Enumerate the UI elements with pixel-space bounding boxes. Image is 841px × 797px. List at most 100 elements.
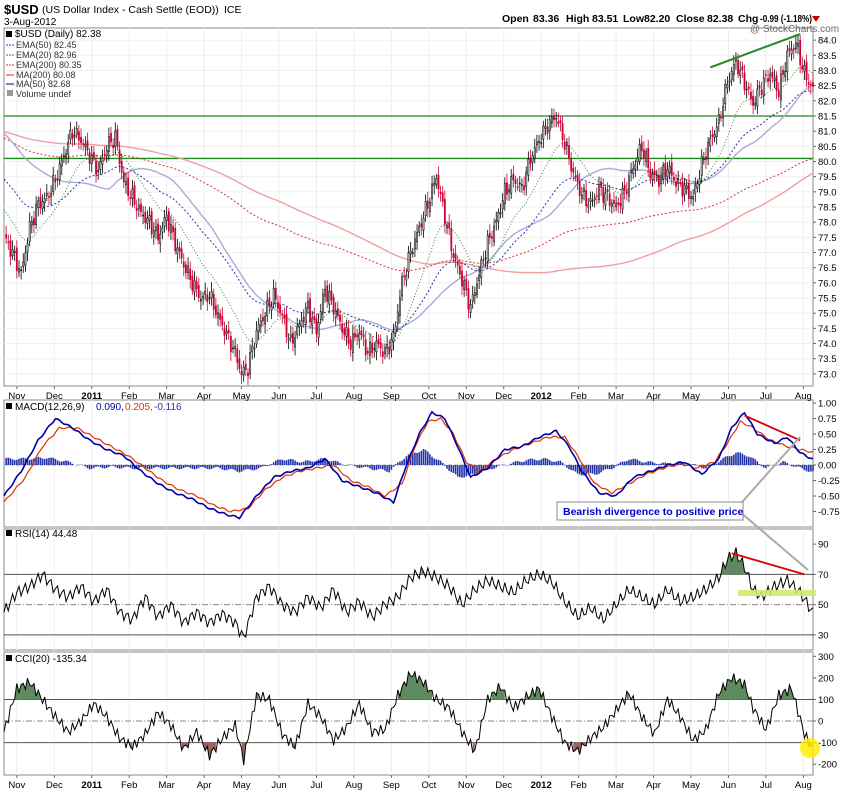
macd-histogram-bar [7, 457, 10, 466]
macd-histogram-bar [300, 462, 303, 466]
candle-body [769, 73, 772, 81]
x-tick-label: 2011 [81, 780, 102, 791]
candle-body [152, 230, 155, 237]
macd-histogram-bar [208, 465, 211, 470]
candle-body [375, 340, 378, 353]
price-tick-label: 81.0 [818, 127, 837, 138]
candle-body [433, 183, 436, 186]
rsi-panel: 90 70 50 30 [3, 528, 829, 651]
candle-body [687, 182, 690, 199]
macd-histogram-bar [294, 460, 296, 466]
macd-histogram-bar [223, 465, 226, 471]
candle-body [140, 203, 142, 212]
candle-body [416, 232, 418, 243]
macd-tick-label: -0.25 [818, 476, 840, 487]
candle-body [195, 281, 198, 290]
candle-body [645, 151, 647, 162]
candle-body [730, 71, 733, 81]
candle-body [681, 181, 684, 197]
macd-histogram-bar [589, 465, 592, 474]
chg-value: -0.99 (-1.18%) [760, 13, 812, 25]
candle-body [71, 133, 74, 139]
candle-body [39, 196, 42, 208]
x-tick-label: Feb [121, 780, 137, 791]
macd-histogram-bar [459, 465, 461, 478]
candle-body [700, 156, 703, 176]
candle-body [354, 332, 356, 338]
candle-body [497, 211, 500, 223]
rsi-frame [3, 528, 814, 651]
candle-body [578, 180, 581, 196]
candle-body [409, 250, 412, 255]
macd-histogram-bar [39, 457, 42, 466]
candle-body [249, 352, 252, 375]
candle-body [69, 129, 72, 140]
macd-histogram-bar [16, 459, 18, 466]
x-tick-label: Aug [795, 780, 812, 791]
candle-body [364, 339, 367, 356]
candle-body [60, 159, 63, 167]
candle-body [523, 185, 525, 191]
macd-histogram-bar [467, 465, 470, 475]
macd-histogram-bar [185, 465, 187, 468]
macd-histogram-bar [343, 465, 346, 466]
candle-body [632, 168, 635, 174]
macd-histogram-bar [86, 465, 89, 469]
macd-histogram-bar [379, 465, 382, 469]
candle-body [313, 316, 316, 321]
macd-histogram-bar [283, 460, 286, 466]
macd-histogram-bar [174, 465, 177, 468]
macd-histogram-bar [287, 459, 290, 466]
candle-body [285, 314, 288, 337]
candle-body [702, 157, 705, 161]
candle-body [165, 214, 168, 221]
macd-histogram-bar [146, 465, 149, 469]
macd-histogram-bar [197, 465, 200, 468]
macd-histogram-bar [227, 465, 230, 470]
macd-histogram-bar [527, 459, 530, 466]
candle-body [266, 299, 269, 317]
candle-body [542, 125, 545, 140]
x-tick-label: May [682, 780, 700, 791]
macd-histogram-bar [730, 455, 733, 466]
x-tick-label: Feb [121, 391, 137, 402]
macd-histogram-bar [50, 457, 52, 466]
price-tick-label: 73.5 [818, 354, 837, 365]
candle-body [465, 278, 468, 291]
candle-body [142, 214, 145, 217]
candle-body [476, 283, 478, 295]
candle-body [309, 298, 311, 323]
candle-body [324, 289, 326, 297]
macd-histogram-bar [435, 459, 438, 466]
candle-body [292, 332, 294, 344]
macd-histogram-bar [628, 459, 630, 466]
macd-histogram-bar [593, 465, 596, 475]
candle-body [112, 144, 115, 149]
macd-histogram-bar [557, 460, 560, 466]
macd-histogram-bar [767, 465, 769, 467]
candle-body [379, 341, 382, 349]
candle-body [347, 328, 350, 344]
candle-body [420, 223, 423, 228]
candle-body [48, 196, 50, 198]
candle-body [593, 197, 596, 201]
high-value: 83.51 [592, 13, 618, 25]
macd-histogram-bar [230, 465, 232, 469]
macd-histogram-bar [431, 456, 433, 466]
candle-body [598, 184, 600, 200]
macd-histogram-bar [369, 465, 371, 469]
candle-body [52, 174, 55, 192]
macd-histogram-bar [255, 465, 258, 470]
candle-body [244, 364, 247, 370]
candle-body [565, 142, 568, 147]
price-panel: 73.0 73.5 74.0 74.5 75.0 75.5 76.0 76.5 77.0 77.5… [3, 27, 837, 387]
macd-histogram-bar [95, 465, 97, 467]
macd-histogram-bar [388, 465, 391, 473]
macd-histogram-bar [747, 456, 750, 466]
candle-body [527, 158, 530, 176]
macd-histogram-bar [405, 456, 408, 466]
macd-histogram-bar [587, 465, 590, 474]
candle-body [18, 268, 20, 273]
candle-body [41, 201, 44, 210]
macd-histogram-bar [446, 465, 448, 469]
